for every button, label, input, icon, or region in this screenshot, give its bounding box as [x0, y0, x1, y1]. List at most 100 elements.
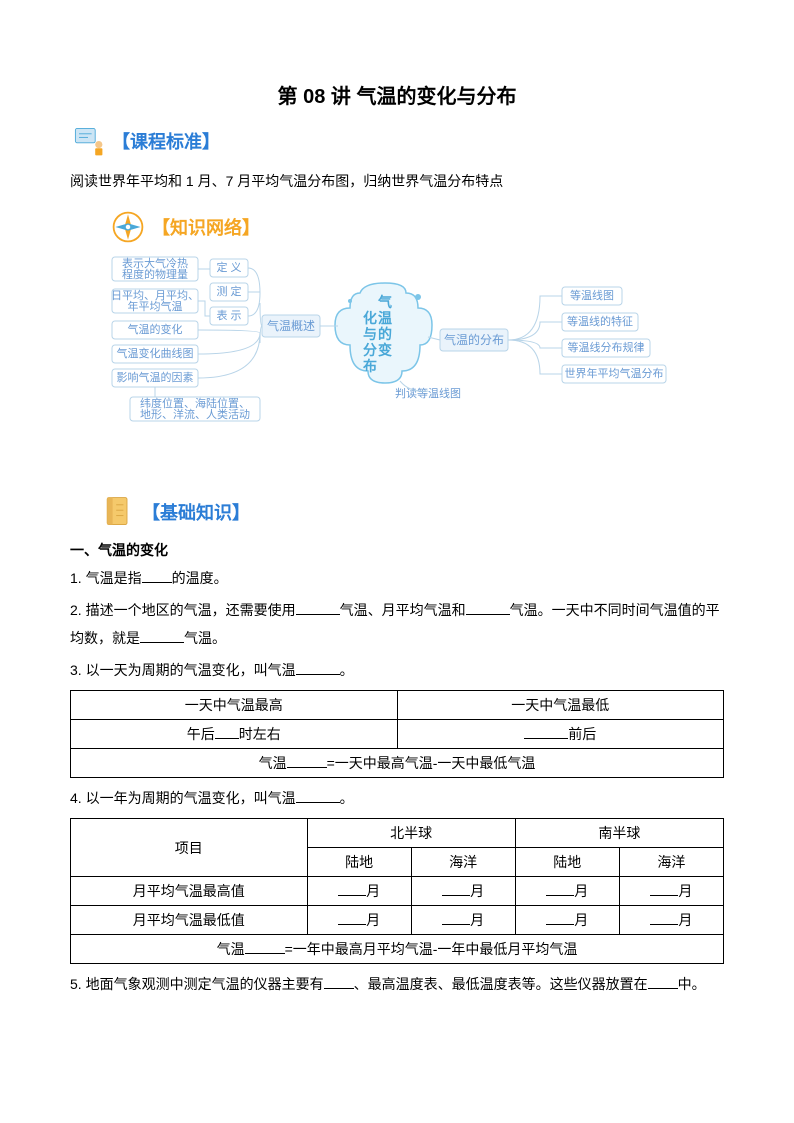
blank	[324, 975, 354, 989]
table-yearly-temp: 项目 北半球 南半球 陆地 海洋 陆地 海洋 月平均气温最高值 月 月 月 月 …	[70, 818, 724, 964]
line5-b: 、最高温度表、最低温度表等。这些仪器放置在	[354, 976, 648, 992]
line1-a: 1. 气温是指	[70, 570, 142, 586]
blank	[287, 754, 327, 768]
blank	[338, 882, 366, 896]
line3-b: 。	[340, 662, 354, 678]
svg-text:表 示: 表 示	[216, 308, 241, 322]
blank	[546, 882, 574, 896]
cell: 月	[515, 906, 619, 935]
cell: 月	[307, 906, 411, 935]
table-daily-temp: 一天中气温最高 一天中气温最低 午后 时左右 前后 气温=一天中最高气温-一天中最…	[70, 690, 724, 778]
blank	[215, 725, 239, 739]
svg-text:气温概述: 气温概述	[267, 318, 315, 333]
table-row: 一天中气温最高 一天中气温最低	[71, 691, 724, 720]
svg-text:影响气温的因素: 影响气温的因素	[117, 370, 194, 384]
line-2: 2. 描述一个地区的气温，还需要使用气温、月平均气温和气温。一天中不同时间气温值…	[70, 596, 724, 652]
blank	[650, 911, 678, 925]
line-1: 1. 气温是指 的温度。	[70, 564, 724, 592]
t2-h-south: 南半球	[515, 819, 723, 848]
cell: 月	[619, 877, 723, 906]
t1-fb: =一天中最高气温-一天中最低气温	[327, 755, 536, 771]
line5-a: 5. 地面气象观测中测定气温的仪器主要有	[70, 976, 324, 992]
svg-text:变: 变	[378, 342, 392, 358]
svg-text:的: 的	[378, 326, 392, 342]
line1-b: 的温度。	[172, 570, 228, 586]
t1-r2: 前后	[397, 720, 724, 749]
svg-text:布: 布	[363, 358, 377, 374]
svg-text:等温线分布规律: 等温线分布规律	[568, 340, 645, 354]
t1-r1: 午后 时左右	[71, 720, 398, 749]
t2-h-item: 项目	[71, 819, 308, 877]
svg-text:等温线的特征: 等温线的特征	[567, 314, 633, 328]
svg-text:化: 化	[363, 310, 377, 326]
knowledge-mindmap: 表示大气冷热 程度的物理量 日平均、月平均、 年平均气温 气温的变化 气温变化曲…	[110, 253, 670, 476]
cell: 月	[411, 906, 515, 935]
line2-b: 气温、月平均气温和	[340, 602, 466, 618]
compass-icon	[110, 209, 146, 245]
blank	[650, 882, 678, 896]
svg-text:气: 气	[377, 294, 392, 310]
line4-b: 。	[340, 790, 354, 806]
month-label: 月	[574, 883, 588, 899]
line-3: 3. 以一天为周期的气温变化，叫气温 。	[70, 656, 724, 684]
presenter-icon	[70, 123, 106, 159]
line2-a: 2. 描述一个地区的气温，还需要使用	[70, 602, 296, 618]
section-basic-label: 【基础知识】	[142, 499, 250, 525]
month-label: 月	[678, 883, 692, 899]
line-4: 4. 以一年为周期的气温变化，叫气温 。	[70, 784, 724, 812]
t1-r1a: 午后	[187, 726, 215, 742]
t1-formula: 气温=一天中最高气温-一天中最低气温	[71, 749, 724, 778]
month-label: 月	[574, 912, 588, 928]
svg-text:测 定: 测 定	[216, 284, 241, 298]
t1-r1b: 时左右	[239, 726, 281, 742]
line4-a: 4. 以一年为周期的气温变化，叫气温	[70, 790, 296, 806]
blank	[466, 601, 510, 615]
svg-text:表示大气冷热: 表示大气冷热	[122, 256, 188, 270]
cell: 月	[515, 877, 619, 906]
t2-r2: 月平均气温最低值	[71, 906, 308, 935]
svg-text:世界年平均气温分布: 世界年平均气温分布	[565, 366, 664, 380]
t2-land-2: 陆地	[515, 848, 619, 877]
blank	[338, 911, 366, 925]
table-row: 月平均气温最高值 月 月 月 月	[71, 877, 724, 906]
month-label: 月	[366, 912, 380, 928]
blank	[296, 661, 340, 675]
svg-text:年平均气温: 年平均气温	[128, 299, 183, 313]
page-title: 第 08 讲 气温的变化与分布	[70, 80, 724, 109]
svg-text:与: 与	[363, 326, 377, 342]
svg-text:等温线图: 等温线图	[570, 288, 614, 302]
notebook-icon	[100, 494, 136, 530]
blank	[296, 789, 340, 803]
t2-h-north: 北半球	[307, 819, 515, 848]
line-5: 5. 地面气象观测中测定气温的仪器主要有 、最高温度表、最低温度表等。这些仪器放置…	[70, 970, 724, 998]
svg-text:气温变化曲线图: 气温变化曲线图	[117, 346, 194, 360]
table-row: 月平均气温最低值 月 月 月 月	[71, 906, 724, 935]
section-standard-label: 【课程标准】	[112, 128, 220, 154]
table-row: 项目 北半球 南半球	[71, 819, 724, 848]
svg-text:气温的分布: 气温的分布	[444, 332, 504, 347]
t2-fa: 气温	[217, 941, 245, 957]
t1-h1: 一天中气温最高	[71, 691, 398, 720]
month-label: 月	[366, 883, 380, 899]
table-row: 气温=一天中最高气温-一天中最低气温	[71, 749, 724, 778]
month-label: 月	[470, 912, 484, 928]
blank	[296, 601, 340, 615]
section-standard-header: 【课程标准】	[70, 123, 724, 159]
line3-a: 3. 以一天为周期的气温变化，叫气温	[70, 662, 296, 678]
svg-text:纬度位置、海陆位置、: 纬度位置、海陆位置、	[140, 396, 250, 410]
section-basic-header: 【基础知识】	[100, 494, 724, 530]
blank	[442, 911, 470, 925]
line2-d: 气温。	[184, 630, 226, 646]
t2-land-1: 陆地	[307, 848, 411, 877]
t1-h2: 一天中气温最低	[397, 691, 724, 720]
t2-fb: =一年中最高月平均气温-一年中最低月平均气温	[285, 941, 578, 957]
svg-text:温: 温	[378, 310, 392, 326]
table-row: 气温 =一年中最高月平均气温-一年中最低月平均气温	[71, 935, 724, 964]
cell: 月	[619, 906, 723, 935]
line5-c: 中。	[678, 976, 706, 992]
blank	[140, 629, 184, 643]
blank	[142, 569, 172, 583]
svg-text:分: 分	[363, 342, 377, 358]
section-network-header: 【知识网络】	[110, 209, 724, 245]
blank	[245, 940, 285, 954]
